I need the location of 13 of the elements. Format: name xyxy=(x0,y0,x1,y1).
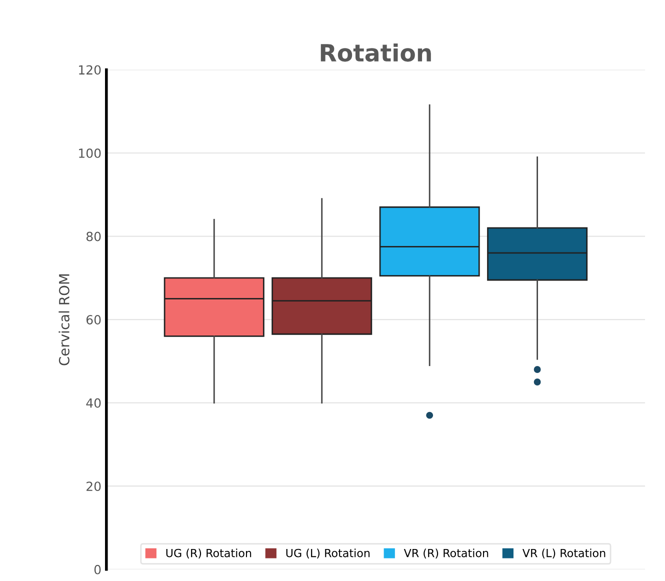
chart-title: Rotation xyxy=(320,43,431,62)
y-tick-label: 0 xyxy=(94,564,101,574)
legend-label: VR (R) Rotation xyxy=(404,548,488,559)
y-tick-label: 80 xyxy=(86,232,101,242)
y-tick-label: 100 xyxy=(79,148,101,158)
y-tick-label: 60 xyxy=(86,315,101,324)
legend-label: UG (R) Rotation xyxy=(166,548,252,559)
legend-label: VR (L) Rotation xyxy=(522,548,606,559)
y-tick-label: 40 xyxy=(86,398,101,408)
y-axis-title: Cervical ROM xyxy=(58,274,70,366)
legend-label: UG (L) Rotation xyxy=(286,548,370,559)
y-tick-label: 120 xyxy=(79,65,101,75)
y-tick-label: 20 xyxy=(86,482,101,492)
